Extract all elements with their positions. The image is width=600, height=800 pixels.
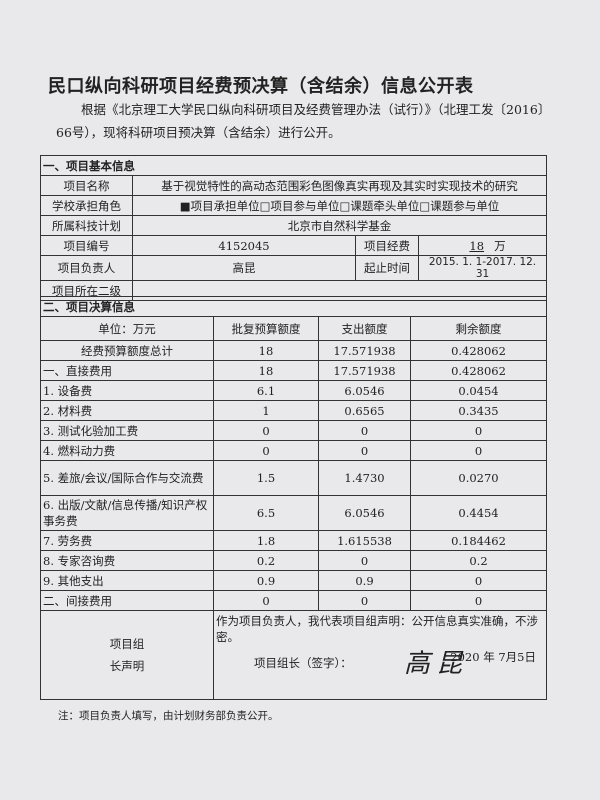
- column-header: 批复预算额度: [213, 316, 319, 341]
- cell-value: 1: [213, 400, 319, 421]
- cell-value: 0.428062: [410, 360, 547, 381]
- row-label: 7. 劳务费: [40, 530, 214, 551]
- final-accounts-table: 二、项目决算信息 单位：万元 批复预算额度 支出额度 剩余额度 经费预算额度总计 18 1…: [40, 296, 547, 700]
- cell-value: 0.6565: [318, 400, 411, 421]
- row-label: 3. 测试化验加工费: [40, 420, 214, 441]
- project-period: 2015. 1. 1-2017. 12. 31: [418, 255, 547, 281]
- cell-value: 0: [213, 420, 319, 441]
- declaration-body: 作为项目负责人，我代表项目组声明：公开信息真实准确，不涉密。 项目组长（签字）：…: [213, 610, 547, 700]
- section-final: 二、项目决算信息: [40, 296, 547, 317]
- page-title: 民口纵向科研项目经费预决算（含结余）信息公开表: [48, 76, 474, 97]
- cell-value: 0.9: [318, 570, 411, 591]
- cell-value: 0.2: [213, 550, 319, 571]
- table-row: 9. 其他支出 0.9 0.9 0: [40, 570, 547, 591]
- section-basic: 一、项目基本信息: [40, 155, 547, 176]
- table-row: 二、间接费用 0 0 0: [40, 590, 547, 611]
- cell-value: 0.0454: [410, 380, 547, 401]
- row-label: 二、间接费用: [40, 590, 214, 611]
- project-lead: 高昆: [132, 255, 356, 281]
- cell-value: 6.5: [213, 495, 319, 531]
- table-row: 3. 测试化验加工费 0 0 0: [40, 420, 547, 441]
- sign-date: 2020 年 7月5日: [450, 650, 536, 664]
- school-role: ■项目承担单位□项目参与单位□课题牵头单位□课题参与单位: [132, 195, 547, 216]
- label: 学校承担角色: [40, 195, 133, 216]
- cell-value: 6.1: [213, 380, 319, 401]
- row-label: 经费预算额度总计: [40, 340, 214, 361]
- cell-value: 6.0546: [318, 495, 411, 531]
- declaration-text: 作为项目负责人，我代表项目组声明：公开信息真实准确，不涉密。: [216, 614, 538, 644]
- cell-value: 0: [318, 440, 411, 461]
- cell-value: 0.9: [213, 570, 319, 591]
- basic-info-table: 一、项目基本信息 项目名称 基于视觉特性的高动态范围彩色图像真实再现及其实时实现技…: [40, 155, 547, 301]
- cell-value: 0: [410, 570, 547, 591]
- table-row: 7. 劳务费 1.8 1.615538 0.184462: [40, 530, 547, 551]
- table-row: 8. 专家咨询费 0.2 0 0.2: [40, 550, 547, 571]
- cell-value: 0.428062: [410, 340, 547, 361]
- cell-value: 6.0546: [318, 380, 411, 401]
- cell-value: 0.2: [410, 550, 547, 571]
- row-label: 4. 燃料动力费: [40, 440, 214, 461]
- cell-value: 0: [318, 420, 411, 441]
- label: 项目负责人: [40, 255, 133, 281]
- cell-value: 0: [410, 440, 547, 461]
- cell-value: 18: [213, 360, 319, 381]
- declaration-label: 项目组长声明: [40, 610, 214, 700]
- column-header: 单位：万元: [40, 316, 214, 341]
- cell-value: 1.5: [213, 460, 319, 496]
- table-row: 1. 设备费 6.1 6.0546 0.0454: [40, 380, 547, 401]
- sign-label: 项目组长（签字）：: [254, 656, 352, 670]
- project-no: 4152045: [132, 235, 356, 256]
- label: 起止时间: [355, 255, 419, 281]
- cell-value: 0: [318, 550, 411, 571]
- row-label: 9. 其他支出: [40, 570, 214, 591]
- label: 所属科技计划: [40, 215, 133, 236]
- cell-value: 0: [410, 420, 547, 441]
- cell-value: 18: [213, 340, 319, 361]
- table-row: 2. 材料费 1 0.6565 0.3435: [40, 400, 547, 421]
- cell-value: 0.4454: [410, 495, 547, 531]
- project-name: 基于视觉特性的高动态范围彩色图像真实再现及其实时实现技术的研究: [132, 175, 547, 196]
- row-label: 6. 出版/文献/信息传播/知识产权事务费: [40, 495, 214, 531]
- row-label: 8. 专家咨询费: [40, 550, 214, 571]
- cell-value: 0: [213, 440, 319, 461]
- project-fund: 18 万: [418, 235, 547, 256]
- table-row: 6. 出版/文献/信息传播/知识产权事务费 6.5 6.0546 0.4454: [40, 495, 547, 531]
- row-label: 2. 材料费: [40, 400, 214, 421]
- row-label: 1. 设备费: [40, 380, 214, 401]
- label: 项目经费: [355, 235, 419, 256]
- cell-value: 0: [318, 590, 411, 611]
- signature: 高昆: [404, 649, 469, 679]
- cell-value: 0: [410, 590, 547, 611]
- cell-value: 0.0270: [410, 460, 547, 496]
- column-header: 支出额度: [318, 316, 411, 341]
- cell-value: 0: [213, 590, 319, 611]
- cell-value: 17.571938: [318, 340, 411, 361]
- column-header: 剩余额度: [410, 316, 547, 341]
- cell-value: 0.3435: [410, 400, 547, 421]
- cell-value: 17.571938: [318, 360, 411, 381]
- row-label: 5. 差旅/会议/国际合作与交流费: [40, 460, 214, 496]
- cell-value: 1.8: [213, 530, 319, 551]
- cell-value: 1.615538: [318, 530, 411, 551]
- cell-value: 1.4730: [318, 460, 411, 496]
- label: 项目名称: [40, 175, 133, 196]
- footnote: 注：项目负责人填写，由计划财务部负责公开。: [58, 710, 279, 722]
- table-row: 一、直接费用 18 17.571938 0.428062: [40, 360, 547, 381]
- plan: 北京市自然科学基金: [132, 215, 547, 236]
- table-row: 5. 差旅/会议/国际合作与交流费 1.5 1.4730 0.0270: [40, 460, 547, 496]
- cell-value: 0.184462: [410, 530, 547, 551]
- label: 项目编号: [40, 235, 133, 256]
- table-row: 经费预算额度总计 18 17.571938 0.428062: [40, 340, 547, 361]
- table-row: 4. 燃料动力费 0 0 0: [40, 440, 547, 461]
- row-label: 一、直接费用: [40, 360, 214, 381]
- intro-paragraph: 根据《北京理工大学民口纵向科研项目及经费管理办法（试行）》（北理工发〔2016〕…: [56, 102, 545, 140]
